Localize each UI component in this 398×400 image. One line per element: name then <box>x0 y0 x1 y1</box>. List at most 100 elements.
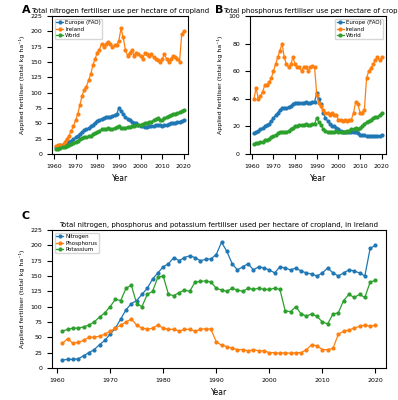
Ireland <box>90 63 95 68</box>
Ireland <box>295 65 300 70</box>
Text: A: A <box>22 5 30 15</box>
Nitrogen <box>261 266 266 270</box>
World <box>134 123 139 128</box>
Line: Europe (FAO): Europe (FAO) <box>55 107 185 148</box>
Europe (FAO) <box>90 122 95 127</box>
Europe (FAO) <box>293 100 297 105</box>
Legend: Europe (FAO), Ireland, World: Europe (FAO), Ireland, World <box>55 19 103 39</box>
World <box>75 138 80 143</box>
Phosphorus <box>60 341 65 346</box>
Ireland <box>280 41 285 46</box>
Ireland <box>86 78 91 83</box>
Phosphorus <box>156 323 160 328</box>
Line: World: World <box>253 111 383 146</box>
Y-axis label: Applied fertiliser (total kg ha⁻¹): Applied fertiliser (total kg ha⁻¹) <box>217 36 223 134</box>
Line: Potassium: Potassium <box>61 274 377 332</box>
Ireland <box>95 50 100 55</box>
X-axis label: Year: Year <box>112 174 128 183</box>
Ireland <box>340 118 345 123</box>
Ireland <box>75 112 80 116</box>
Nitrogen <box>161 264 166 269</box>
World <box>273 132 278 137</box>
Nitrogen <box>150 277 155 282</box>
Ireland <box>379 55 384 60</box>
Ireland <box>136 52 141 56</box>
Europe (FAO) <box>181 118 186 123</box>
Europe (FAO) <box>295 100 300 105</box>
Europe (FAO) <box>95 118 100 123</box>
Potassium <box>161 274 166 278</box>
Ireland <box>334 113 339 118</box>
Ireland <box>97 47 102 52</box>
World <box>54 147 59 152</box>
Nitrogen <box>60 358 65 362</box>
Text: C: C <box>21 211 30 221</box>
Ireland <box>273 62 278 67</box>
World <box>289 127 293 132</box>
Europe (FAO) <box>252 131 256 136</box>
Line: Ireland: Ireland <box>253 42 383 122</box>
World <box>379 110 384 115</box>
Europe (FAO) <box>284 106 289 111</box>
Ireland <box>286 65 291 70</box>
Phosphorus <box>166 327 171 332</box>
Nitrogen <box>166 261 171 266</box>
World <box>181 108 186 112</box>
Phosphorus <box>172 327 176 332</box>
World <box>293 124 297 129</box>
Legend: Europe (FAO), Ireland, World: Europe (FAO), Ireland, World <box>335 19 383 39</box>
Ireland <box>181 29 186 34</box>
Potassium <box>113 297 118 302</box>
X-axis label: Year: Year <box>310 174 326 183</box>
Europe (FAO) <box>314 91 319 96</box>
Legend: Nitrogen, Phosphorus, Potassium: Nitrogen, Phosphorus, Potassium <box>55 233 99 253</box>
Europe (FAO) <box>86 126 91 131</box>
Line: Phosphorus: Phosphorus <box>61 318 377 355</box>
Ireland <box>297 65 302 70</box>
Europe (FAO) <box>136 122 141 127</box>
Potassium <box>261 287 266 292</box>
World <box>86 134 91 139</box>
Europe (FAO) <box>97 118 102 123</box>
Europe (FAO) <box>75 133 80 138</box>
Potassium <box>150 289 155 294</box>
Europe (FAO) <box>273 113 278 118</box>
Phosphorus <box>261 348 266 353</box>
Nitrogen <box>219 240 224 245</box>
World <box>90 132 95 137</box>
Ireland <box>54 144 59 148</box>
World <box>252 142 256 147</box>
Europe (FAO) <box>54 144 59 149</box>
Text: B: B <box>215 5 224 15</box>
Nitrogen <box>373 243 378 248</box>
Ireland <box>119 26 123 31</box>
Europe (FAO) <box>364 134 369 138</box>
Potassium <box>140 304 144 309</box>
Phosphorus <box>373 323 378 328</box>
Potassium <box>172 293 176 298</box>
Potassium <box>166 292 171 297</box>
Y-axis label: Applied fertiliser (total kg ha⁻¹): Applied fertiliser (total kg ha⁻¹) <box>19 36 25 134</box>
World <box>97 128 102 133</box>
Phosphorus <box>145 327 150 332</box>
Title: Total phosphorus fertiliser use per hectare of cropland: Total phosphorus fertiliser use per hect… <box>223 8 398 14</box>
Europe (FAO) <box>334 126 339 130</box>
Title: Total nitrogen, phosphorus and potassium fertiliser used per hectare of cropland: Total nitrogen, phosphorus and potassium… <box>59 222 378 228</box>
Line: Europe (FAO): Europe (FAO) <box>253 92 383 138</box>
Y-axis label: Applied fertiliser (total kg ha⁻¹): Applied fertiliser (total kg ha⁻¹) <box>19 250 25 348</box>
Phosphorus <box>277 351 282 356</box>
World <box>284 130 289 134</box>
Europe (FAO) <box>379 132 384 137</box>
Potassium <box>60 329 65 334</box>
X-axis label: Year: Year <box>211 388 227 397</box>
Europe (FAO) <box>289 103 293 108</box>
Europe (FAO) <box>117 106 121 110</box>
Title: Total nitrogen fertiliser use per hectare of cropland: Total nitrogen fertiliser use per hectar… <box>31 8 209 14</box>
World <box>295 124 300 129</box>
Phosphorus <box>113 326 118 330</box>
Line: Nitrogen: Nitrogen <box>61 241 377 362</box>
Ireland <box>252 96 256 101</box>
Ireland <box>291 55 295 60</box>
World <box>332 130 336 134</box>
Phosphorus <box>129 316 134 321</box>
